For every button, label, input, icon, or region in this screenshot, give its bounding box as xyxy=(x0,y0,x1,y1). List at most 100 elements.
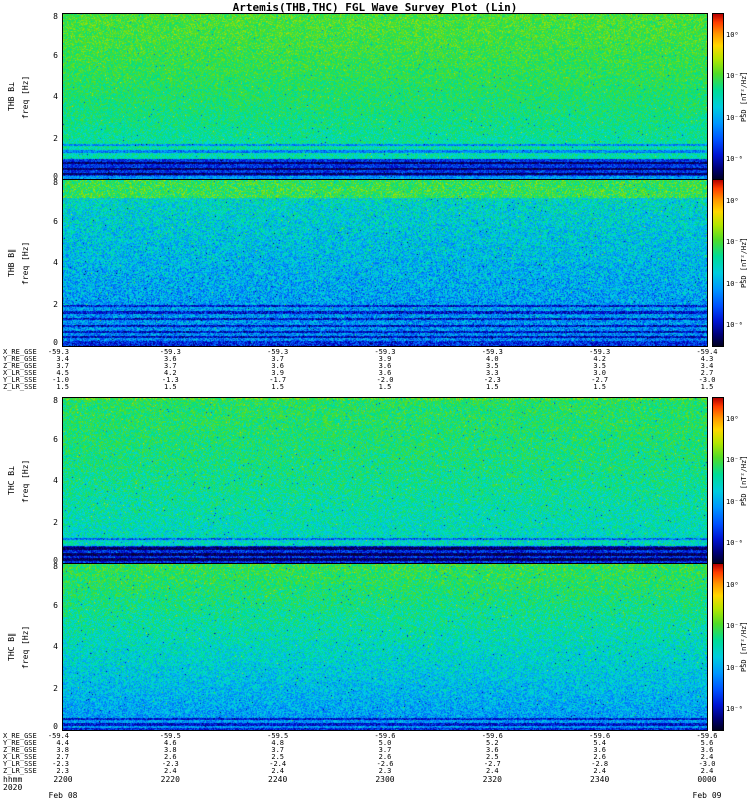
var-label-value: 3.6 xyxy=(485,746,499,754)
colorbar-label: PSD [nT²/Hz] xyxy=(740,455,748,507)
y-tick-label: 0 xyxy=(53,338,58,347)
var-label-value: 2.5 xyxy=(485,753,499,761)
y-tick-label: 0 xyxy=(53,556,58,565)
y-axis-ticks: 0 2 4 6 8 xyxy=(0,397,58,565)
var-label-value: 2.4 xyxy=(271,767,285,775)
var-label-value: -2.3 xyxy=(52,760,69,768)
var-label-value: -59.3 xyxy=(374,348,396,356)
colorbar-tick-label: 10⁻⁴ xyxy=(726,279,743,288)
var-label-name: Z_LR_SSE xyxy=(3,383,37,391)
var-label-value: 5.4 xyxy=(593,739,607,747)
var-label-value: -2.4 xyxy=(269,760,287,768)
var-label-value: 3.4 xyxy=(56,355,69,363)
var-label-value: 4.5 xyxy=(56,369,69,377)
date-end-label: Feb 09 xyxy=(692,791,722,800)
y-tick-label: 0 xyxy=(53,722,58,731)
var-label-value: -59.3 xyxy=(47,348,69,356)
y-tick-label: 8 xyxy=(53,178,58,187)
var-label-row: X_LR_SSE 4.5 4.2 3.9 3.6 3.3 3.0 2.7 xyxy=(0,370,750,377)
var-label-row: Y_RE_GSE 3.4 3.6 3.7 3.9 4.0 4.2 4.3 xyxy=(0,356,750,363)
var-label-value: -2.7 xyxy=(483,760,501,768)
colorbar-tick-label: 10⁻⁶ xyxy=(726,705,743,714)
var-label-value: 3.8 xyxy=(163,746,177,754)
spectrogram-canvas xyxy=(62,563,708,731)
var-label-value: 1.5 xyxy=(271,383,285,391)
var-label-name: Z_LR_SSE xyxy=(3,767,37,775)
spectrogram-canvas xyxy=(62,13,708,181)
var-label-row: Z_LR_SSE 1.5 1.5 1.5 1.5 1.5 1.5 1.5 xyxy=(0,384,750,391)
var-label-row: Y_LR_SSE -2.3 -2.3 -2.4 -2.6 -2.7 -2.8 -3.0 xyxy=(0,761,750,768)
var-label-value: -1.0 xyxy=(52,376,69,384)
time-tick-label: 2200 xyxy=(53,775,73,784)
var-label-row: Z_RE_GSE 3.7 3.7 3.6 3.6 3.5 3.5 3.4 xyxy=(0,363,750,370)
time-tick-label: 2220 xyxy=(160,775,180,784)
y-axis-ticks: 0 2 4 6 8 xyxy=(0,562,58,731)
colorbar-tick-label: 10⁰ xyxy=(726,580,739,589)
var-label-value: 2.6 xyxy=(593,753,607,761)
var-label-name: X_RE_GSE xyxy=(3,348,37,356)
var-label-value: 3.7 xyxy=(163,362,177,370)
var-label-value: -3.0 xyxy=(698,760,716,768)
var-label-row: X_RE_GSE -59.3 -59.3 -59.3 -59.3 -59.3 -59.3 -5… xyxy=(0,349,750,356)
colorbar-tick-label: 10⁻⁴ xyxy=(726,497,743,506)
var-label-value: -59.6 xyxy=(374,732,396,740)
y-tick-label: 4 xyxy=(53,642,58,651)
colorbar-ticks: 10⁰ 10⁻² 10⁻⁴ 10⁻⁶ xyxy=(726,14,748,180)
colorbar-ticks: 10⁰ 10⁻² 10⁻⁴ 10⁻⁶ xyxy=(726,398,748,564)
var-label-value: -59.5 xyxy=(159,732,181,740)
var-label-value: 4.6 xyxy=(163,739,177,747)
year-row: 2020 xyxy=(0,784,750,792)
y-tick-label: 8 xyxy=(53,562,58,571)
var-label-value: 3.5 xyxy=(485,362,499,370)
colorbar-tick-label: 10⁻² xyxy=(726,238,743,247)
var-label-value: 4.4 xyxy=(56,739,69,747)
var-label-value: 3.6 xyxy=(271,362,285,370)
var-label-row: X_LR_SSE 2.7 2.6 2.5 2.6 2.5 2.6 2.4 xyxy=(0,754,750,761)
var-label-value: 5.6 xyxy=(700,739,714,747)
var-label-value: -2.7 xyxy=(591,376,609,384)
var-label-value: 4.0 xyxy=(485,355,499,363)
colorbar-tick-label: 10⁰ xyxy=(726,30,739,39)
var-label-row: Y_RE_GSE 4.4 4.6 4.8 5.0 5.2 5.4 5.6 xyxy=(0,740,750,747)
var-label-value: -2.3 xyxy=(161,760,179,768)
var-label-value: 3.0 xyxy=(593,369,607,377)
var-label-value: 5.2 xyxy=(485,739,499,747)
var-label-row: Z_LR_SSE 2.3 2.4 2.4 2.3 2.4 2.4 2.4 xyxy=(0,768,750,775)
var-label-value: -3.0 xyxy=(698,376,716,384)
var-label-value: 3.7 xyxy=(271,746,285,754)
var-label-value: -59.6 xyxy=(589,732,611,740)
var-label-row: Y_LR_SSE -1.0 -1.3 -1.7 -2.0 -2.3 -2.7 -3.0 xyxy=(0,377,750,384)
var-label-value: 1.5 xyxy=(378,383,392,391)
var-label-value: 3.4 xyxy=(700,362,714,370)
var-label-value: -59.6 xyxy=(696,732,718,740)
var-label-value: 4.2 xyxy=(163,369,177,377)
var-label-name: X_LR_SSE xyxy=(3,369,37,377)
y-tick-label: 6 xyxy=(53,216,58,226)
var-label-value: 5.0 xyxy=(378,739,392,747)
var-label-value: 3.7 xyxy=(271,355,285,363)
var-label-value: 4.8 xyxy=(271,739,285,747)
colorbar-tick-label: 10⁰ xyxy=(726,196,739,205)
colorbar-tick-label: 10⁻² xyxy=(726,622,743,631)
colorbar xyxy=(712,179,724,347)
var-label-value: -59.3 xyxy=(481,348,503,356)
var-label-value: 2.6 xyxy=(378,753,392,761)
var-label-value: -2.8 xyxy=(591,760,609,768)
var-label-value: 3.7 xyxy=(378,746,392,754)
var-label-value: 3.6 xyxy=(378,362,392,370)
spectrogram-canvas xyxy=(62,397,708,565)
y-tick-label: 6 xyxy=(53,50,58,60)
var-label-name: Y_RE_GSE xyxy=(3,739,37,747)
var-label-value: 3.6 xyxy=(700,746,714,754)
date-start-label: Feb 08 xyxy=(48,791,78,800)
var-label-value: -59.3 xyxy=(589,348,611,356)
time-tick-label: 2340 xyxy=(590,775,610,784)
var-label-value: 2.4 xyxy=(700,767,714,775)
y-axis-ticks: 0 2 4 6 8 xyxy=(0,13,58,181)
var-label-value: 4.3 xyxy=(700,355,714,363)
var-label-value: -59.3 xyxy=(159,348,181,356)
y-tick-label: 6 xyxy=(53,600,58,610)
var-label-value: 3.6 xyxy=(163,355,177,363)
